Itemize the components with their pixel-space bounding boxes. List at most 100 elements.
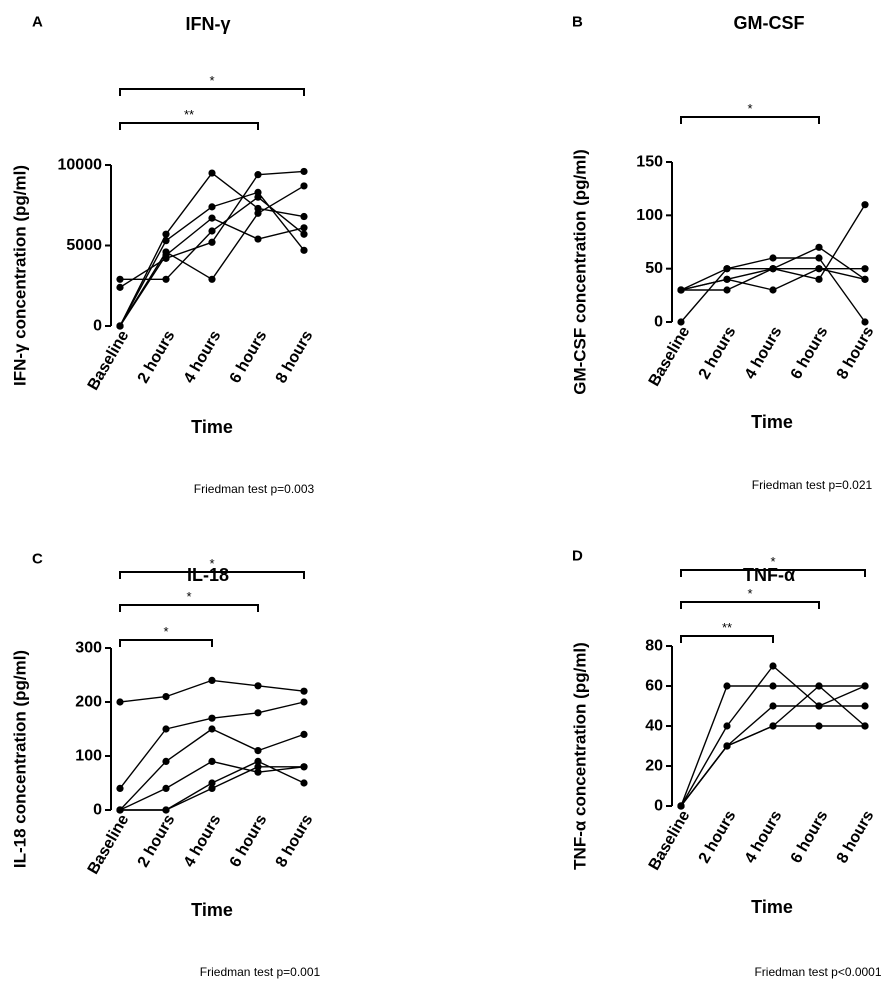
data-point (723, 265, 731, 273)
friedman-note: Friedman test p<0.0001 (754, 965, 881, 979)
data-point (208, 757, 216, 766)
data-point (769, 265, 777, 273)
data-point (861, 722, 869, 730)
x-tick-label: 6 hours (788, 808, 832, 867)
y-tick-label: 100 (75, 748, 102, 765)
data-point (677, 318, 685, 326)
data-point (300, 167, 308, 176)
x-tick-label: 2 hours (135, 328, 179, 387)
data-point (208, 676, 216, 685)
data-point (254, 193, 262, 201)
data-point (861, 682, 869, 690)
significance-label: ** (722, 620, 732, 635)
significance-label: * (747, 101, 752, 116)
panel-b: B GM-CSF * 0 50 100 150 GM-CSF concentration (p… (571, 13, 878, 492)
significance-label: * (209, 556, 214, 571)
significance-bracket (680, 569, 866, 577)
friedman-note: Friedman test p=0.001 (200, 965, 321, 979)
y-tick-label: 80 (645, 638, 663, 655)
x-tick-label: 8 hours (834, 324, 878, 383)
chart-title: IL-18 (187, 565, 229, 585)
data-point (208, 214, 216, 222)
data-point (116, 283, 124, 291)
data-point (300, 246, 308, 254)
data-point (162, 275, 170, 283)
significance-label: ** (184, 107, 194, 122)
data-point (300, 224, 308, 232)
y-tick-label: 0 (93, 802, 102, 819)
data-point (723, 275, 731, 283)
y-axis-label: IFN-γ concentration (pg/ml) (11, 165, 30, 386)
data-point (208, 784, 216, 793)
y-tick-label: 100 (636, 207, 663, 224)
significance-bracket (119, 88, 305, 96)
data-point (162, 784, 170, 793)
significance-label: * (747, 586, 752, 601)
friedman-note: Friedman test p=0.003 (194, 482, 315, 496)
data-point (254, 209, 262, 217)
data-point (116, 698, 124, 706)
data-point (162, 806, 170, 814)
data-point (861, 702, 869, 710)
data-point (162, 237, 170, 245)
x-tick-label: 6 hours (227, 328, 271, 387)
y-tick-label: 0 (654, 798, 663, 815)
data-point (300, 763, 308, 771)
chart-title: TNF-α (743, 565, 795, 585)
x-tick-label: Baseline (646, 808, 694, 874)
y-axis-label: TNF-α concentration (pg/ml) (571, 642, 590, 870)
data-point (769, 286, 777, 294)
data-point (300, 730, 308, 739)
panel-letter: D (572, 547, 583, 564)
x-tick-label: 2 hours (696, 324, 740, 383)
x-tick-label: 2 hours (696, 808, 740, 867)
chart-title: IFN-γ (186, 14, 231, 34)
data-point (162, 693, 170, 701)
significance-bracket (680, 635, 774, 643)
data-point (254, 682, 262, 690)
data-point (254, 747, 262, 755)
data-point (208, 203, 216, 211)
data-point (162, 251, 170, 259)
y-tick-label: 5000 (66, 237, 102, 254)
data-point (723, 722, 731, 730)
y-tick-label: 20 (645, 758, 663, 775)
data-point (300, 230, 308, 238)
significance-label: * (209, 73, 214, 88)
data-point (677, 286, 685, 294)
x-tick-label: Baseline (85, 812, 133, 878)
data-point (254, 757, 262, 766)
data-point (723, 682, 731, 690)
y-tick-label: 300 (75, 640, 102, 657)
y-axis-label: IL-18 concentration (pg/ml) (11, 650, 30, 868)
y-tick-label: 60 (645, 678, 663, 695)
x-axis-label: Time (191, 900, 233, 920)
data-point (162, 230, 170, 238)
panel-letter: B (572, 13, 583, 30)
y-axis-label: GM-CSF concentration (pg/ml) (571, 149, 590, 395)
x-tick-label: 6 hours (788, 324, 832, 383)
x-tick-label: Baseline (85, 328, 133, 394)
x-tick-label: 8 hours (273, 328, 317, 387)
data-point (300, 212, 308, 221)
significance-label: * (770, 554, 775, 569)
panel-letter: A (32, 13, 43, 30)
data-point (769, 722, 777, 730)
x-tick-label: 4 hours (181, 328, 225, 387)
data-point (208, 725, 216, 733)
data-point (815, 265, 823, 273)
data-point (861, 265, 869, 273)
y-tick-label: 150 (636, 154, 663, 171)
data-point (208, 238, 216, 246)
significance-bracket (119, 122, 259, 130)
data-point (300, 698, 308, 706)
x-axis-label: Time (191, 417, 233, 437)
significance-bracket (119, 639, 213, 647)
data-point (861, 318, 869, 326)
data-point (769, 682, 777, 690)
significance-bracket (119, 604, 259, 612)
